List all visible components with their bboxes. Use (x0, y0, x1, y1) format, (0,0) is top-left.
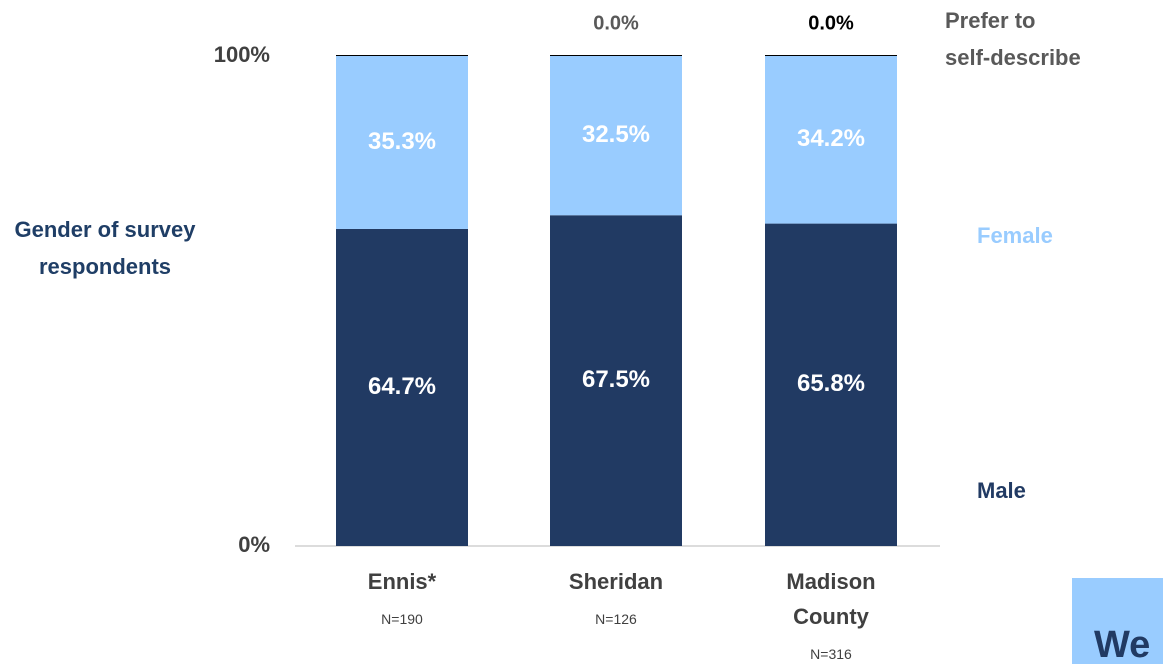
sample-size: N=126 (595, 611, 637, 627)
legend-label: Female (977, 223, 1053, 248)
bar-segment (550, 56, 682, 216)
bar-segment (336, 56, 468, 229)
bar-segment (765, 55, 897, 56)
bar-segment (550, 215, 682, 546)
legend-label: Male (977, 478, 1026, 503)
sample-size: N=316 (810, 646, 852, 662)
value-label: 32.5% (582, 121, 650, 148)
bar-segment (336, 55, 468, 56)
y-axis-label: Gender of survey respondents (14, 217, 196, 279)
x-tick-label: Ennis* (367, 569, 437, 594)
value-label: 67.5% (582, 366, 650, 393)
value-label: 0.0% (593, 12, 639, 34)
category-group: Ennis* N=190 (327, 564, 477, 627)
category-group: Madison County N=316 (756, 564, 906, 662)
value-label: 35.3% (368, 128, 436, 155)
category-group: Sheridan N=126 (541, 564, 691, 627)
bar-segment (765, 56, 897, 224)
corner-box: We (1072, 578, 1163, 664)
y-tick-label: 100% (214, 42, 270, 67)
value-label: 65.8% (797, 370, 865, 397)
sample-size: N=190 (381, 611, 423, 627)
bar-segment (336, 228, 468, 546)
bar-segment (550, 55, 682, 56)
x-tick-label: Sheridan (568, 569, 664, 594)
legend-label: Prefer to self-describe (945, 8, 1081, 70)
value-label: 64.7% (368, 373, 436, 400)
corner-text: We (1094, 624, 1151, 664)
value-label: 34.2% (797, 125, 865, 152)
x-tick-label: Madison County (786, 569, 876, 629)
value-label: 0.0% (808, 12, 854, 34)
y-tick-label: 0% (238, 532, 270, 557)
bar-segment (765, 223, 897, 546)
